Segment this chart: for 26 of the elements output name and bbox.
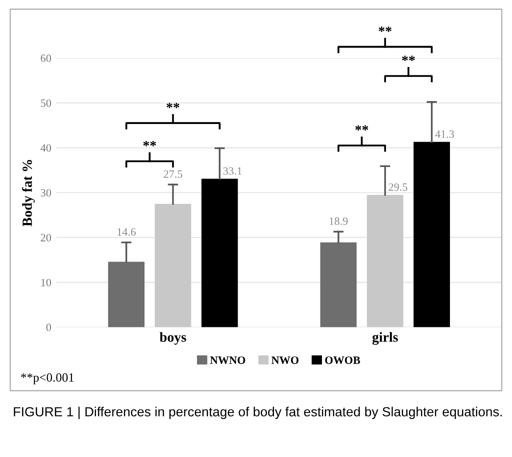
y-tick-label: 50 [40, 99, 52, 107]
data-label: 29.5 [388, 183, 408, 191]
data-label: 41.3 [435, 130, 454, 138]
y-tick-label: 20 [40, 234, 52, 242]
data-label: 27.5 [164, 170, 182, 178]
annotation: ** [166, 102, 180, 108]
x-tick-label: boys [160, 332, 186, 345]
legend-label: NWNO [210, 356, 246, 364]
y-tick-label: 60 [40, 54, 52, 62]
data-label: 18.9 [330, 217, 348, 225]
y-tick-label: 10 [41, 278, 52, 286]
y-tick-label: 40 [40, 144, 52, 152]
legend-label: OWOB [325, 356, 360, 364]
text: **p<0.001 [21, 373, 74, 384]
legend-label: NWO [271, 356, 298, 364]
data-label: 14.6 [118, 228, 136, 236]
annotation: ** [143, 141, 156, 146]
caption: FIGURE 1 | Differences in percentage of body fat estimated by Slaughter equations. [14, 406, 502, 420]
annotation: ** [355, 125, 368, 131]
y-tick-label: 0 [46, 324, 52, 332]
x-tick-label: girls [372, 332, 398, 345]
annotation: ** [402, 56, 415, 62]
data-label: 33.1 [223, 167, 242, 175]
y-tick-label: 30 [40, 189, 52, 197]
text: ** [378, 26, 392, 32]
y-axis-title: Body fat % [22, 160, 35, 226]
